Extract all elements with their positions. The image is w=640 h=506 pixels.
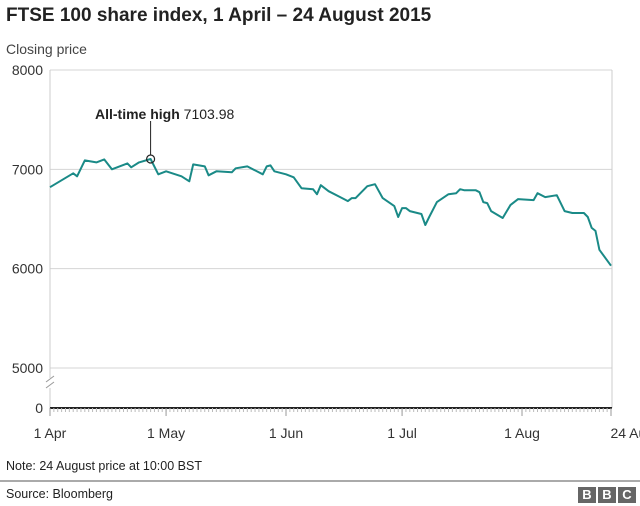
ftse-series-line — [49, 158, 612, 267]
x-tick-label: 1 Aug — [504, 425, 540, 441]
footer-divider — [0, 480, 640, 482]
plot-area: 8000 7000 6000 5000 0 1 Apr 1 May 1 Jun 1 Jul 1 A… — [12, 62, 640, 441]
chart-note: Note: 24 August price at 10:00 BST — [6, 459, 202, 473]
axis-break-icon — [45, 375, 55, 389]
y-axis-label: Closing price — [6, 41, 87, 57]
x-tick-label: 1 May — [147, 425, 185, 441]
x-tick-label: 24 Aug* — [610, 425, 640, 441]
y-tick-label: 8000 — [12, 62, 43, 78]
y-tick-label: 6000 — [12, 261, 43, 277]
y-tick-label: 5000 — [12, 360, 43, 376]
source-text: Source: Bloomberg — [6, 487, 114, 501]
y-tick-label: 7000 — [12, 161, 43, 177]
annotation-label: All-time high 7103.98 — [95, 106, 234, 122]
chart-title: FTSE 100 share index, 1 April – 24 Augus… — [6, 5, 432, 26]
x-tick-label: 1 Jul — [387, 425, 417, 441]
x-tick-label: 1 Jun — [269, 425, 303, 441]
all-time-high-marker — [145, 154, 156, 164]
annotation-title: All-time high — [95, 106, 180, 122]
y-tick-label: 0 — [35, 400, 43, 416]
x-tick-label: 1 Apr — [34, 425, 67, 441]
annotation-value: 7103.98 — [180, 106, 235, 122]
